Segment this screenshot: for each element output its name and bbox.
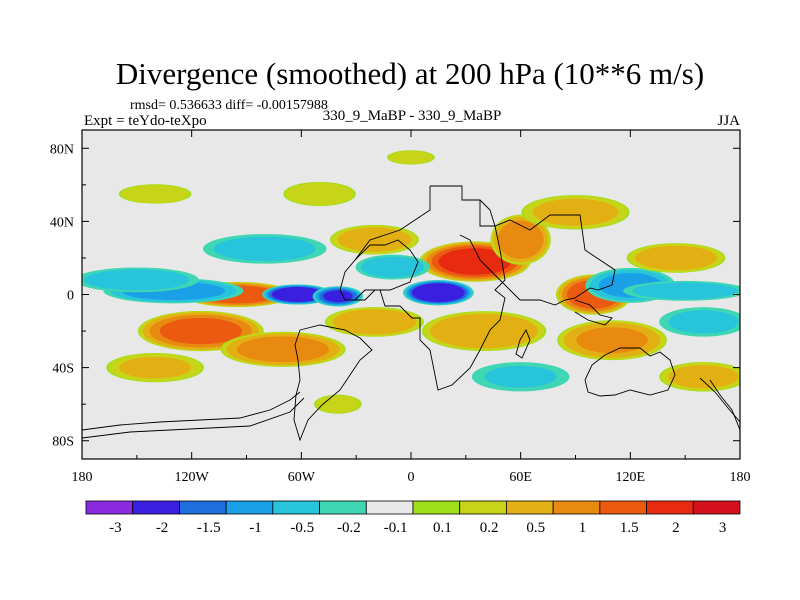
colorbar-swatch	[506, 500, 554, 515]
field-blob	[314, 394, 362, 414]
comparison-label: 330_9_MaBP - 330_9_MaBP	[323, 108, 502, 124]
field-blob	[557, 320, 667, 361]
field-blob	[283, 181, 356, 207]
contour-level	[484, 365, 557, 388]
contour-level	[361, 256, 425, 278]
colorbar-swatch	[459, 500, 507, 515]
colorbar-swatch	[225, 500, 274, 515]
y-tick-label: 0	[67, 289, 74, 304]
y-tick-label: 40S	[52, 362, 74, 377]
contour-level	[337, 227, 412, 252]
contour-level	[668, 365, 739, 389]
colorbar-swatch	[552, 500, 601, 515]
contour-level	[119, 356, 192, 379]
x-tick-label: 0	[408, 470, 415, 485]
contour-level	[271, 287, 324, 302]
colorbar-label: 0.2	[480, 520, 499, 536]
field-blob	[421, 311, 547, 351]
contour-level	[323, 290, 353, 303]
x-tick-label: 180	[730, 470, 751, 485]
contour-level	[121, 184, 190, 204]
field-blob	[387, 150, 435, 165]
y-tick-label: 80N	[50, 142, 74, 157]
colorbar-label: 0.5	[526, 520, 545, 536]
colorbar-label: 1.5	[620, 520, 639, 536]
field-blob	[118, 184, 192, 204]
field-blob	[521, 195, 630, 230]
field-blob	[106, 352, 204, 383]
x-tick-label: 180	[72, 470, 93, 485]
x-tick-label: 120W	[175, 470, 210, 485]
field-blob	[402, 280, 474, 306]
field-blob	[659, 307, 740, 337]
colorbar-label: 0.1	[433, 520, 452, 536]
divergence-field	[82, 150, 740, 414]
colorbar-swatch	[646, 500, 694, 515]
contour-level	[285, 182, 354, 206]
colorbar: -3 -2 -1.5 -1 -0.5 -0.2 -0.1 0.1 0.2 0.5 1 1.5 2 3	[85, 500, 741, 536]
y-tick-label: 40N	[50, 215, 74, 230]
contour-level	[632, 282, 738, 300]
contour-level	[159, 317, 243, 345]
contour-level	[411, 283, 465, 303]
field-blob	[324, 307, 425, 337]
chart-title: Divergence (smoothed) at 200 hPa (10**6 …	[116, 56, 704, 91]
colorbar-swatch	[132, 500, 180, 515]
colorbar-swatch	[272, 500, 320, 515]
contour-level	[430, 313, 538, 349]
colorbar-swatch	[319, 500, 367, 515]
field-blob	[329, 224, 419, 255]
contour-level	[668, 310, 739, 334]
experiment-label: Expt = teYdo-teXpo	[84, 113, 207, 129]
contour-level	[438, 248, 512, 275]
field-blob	[82, 267, 199, 293]
coastlines	[82, 185, 740, 442]
contour-level	[237, 336, 330, 363]
colorbar-label: -2	[156, 520, 169, 536]
colorbar-label: 2	[672, 520, 680, 536]
colorbar-label: -0.5	[290, 520, 314, 536]
colorbar-label: -1.5	[197, 520, 221, 536]
colorbar-label: -3	[109, 520, 122, 536]
colorbar-label: 3	[719, 520, 727, 536]
field-blob	[471, 362, 570, 392]
field-blob	[312, 286, 364, 307]
contour-level	[576, 327, 648, 354]
colorbar-swatch	[365, 500, 414, 515]
x-tick-label: 120E	[616, 470, 646, 485]
contour-level	[497, 220, 544, 259]
contour-level	[635, 245, 717, 271]
colorbar-swatch	[599, 500, 647, 515]
x-tick-label: 60W	[288, 470, 316, 485]
field-blob	[355, 254, 430, 280]
colorbar-label: -1	[249, 520, 262, 536]
field-blob	[626, 243, 726, 273]
contour-level	[532, 198, 619, 226]
contour-level	[84, 269, 190, 291]
colorbar-swatch	[692, 500, 741, 515]
contour-level	[389, 150, 433, 164]
contour-level	[316, 395, 360, 413]
field-blob	[659, 362, 740, 392]
contour-level	[332, 309, 417, 335]
contour-level	[213, 236, 316, 262]
stats-line: rmsd= 0.536633 diff= -0.00157988	[130, 98, 328, 113]
colorbar-label: -0.2	[337, 520, 361, 536]
field-blob	[623, 280, 740, 301]
field-blob	[490, 214, 551, 265]
colorbar-swatch	[85, 500, 134, 515]
x-tick-label: 60E	[509, 470, 532, 485]
colorbar-swatch	[179, 500, 227, 515]
y-tick-label: 80S	[52, 435, 74, 450]
axes: 180 120W 60W 0 60E 120E 180 80N 40N 0 40S 80S	[50, 130, 751, 485]
field-blob	[203, 233, 327, 264]
colorbar-swatch	[412, 500, 461, 515]
season-label: JJA	[717, 113, 740, 129]
colorbar-label: 1	[579, 520, 587, 536]
field-blob	[220, 331, 346, 367]
colorbar-label: -0.1	[384, 520, 408, 536]
